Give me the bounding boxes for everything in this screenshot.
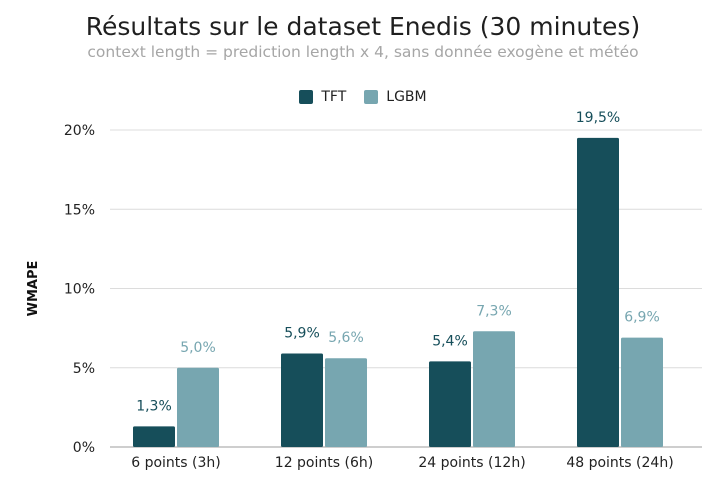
bar-lgbm — [621, 337, 663, 447]
data-label-lgbm: 7,3% — [476, 303, 512, 319]
data-label-tft: 1,3% — [136, 398, 172, 414]
y-tick-label: 10% — [64, 282, 95, 298]
bar-lgbm — [177, 367, 219, 447]
legend-item-tft: TFT — [299, 89, 346, 105]
x-tick-label: 48 points (24h) — [566, 455, 673, 471]
bar-tft — [577, 137, 619, 448]
legend-swatch-lgbm — [364, 90, 379, 104]
legend-label-tft: TFT — [321, 89, 347, 105]
x-tick-label: 24 points (12h) — [418, 455, 525, 471]
bar-tft — [133, 426, 175, 447]
data-label-tft: 19,5% — [576, 110, 620, 126]
legend-item-lgbm: LGBM — [364, 89, 427, 105]
bar-lgbm — [325, 358, 367, 447]
legend: TFT LGBM — [0, 89, 726, 105]
data-label-lgbm: 6,9% — [624, 310, 660, 326]
data-label-lgbm: 5,0% — [180, 340, 216, 356]
x-tick-label: 12 points (6h) — [275, 455, 373, 471]
data-label-tft: 5,9% — [284, 325, 320, 341]
y-tick-label: 0% — [73, 440, 95, 456]
y-tick-label: 5% — [73, 361, 95, 377]
chart-subtitle: context length = prediction length x 4, … — [87, 43, 639, 61]
x-tick-label: 6 points (3h) — [131, 455, 221, 471]
data-label-lgbm: 5,6% — [328, 330, 364, 346]
legend-swatch-tft — [299, 90, 314, 104]
bar-lgbm — [473, 331, 515, 447]
y-tick-label: 20% — [64, 123, 95, 139]
y-tick-label: 15% — [64, 202, 95, 218]
data-label-tft: 5,4% — [432, 333, 468, 349]
chart-title: Résultats sur le dataset Enedis (30 minu… — [85, 12, 641, 41]
y-axis-label: WMAPE — [26, 261, 41, 317]
bar-tft — [281, 353, 323, 447]
legend-label-lgbm: LGBM — [386, 89, 427, 105]
bar-tft — [429, 361, 471, 447]
